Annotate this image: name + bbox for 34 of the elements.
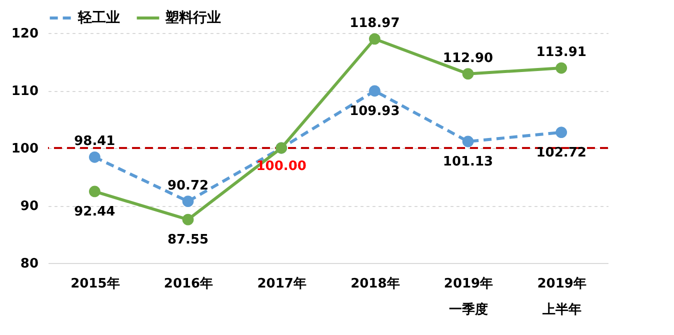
data-label: 102.72: [536, 145, 586, 160]
data-label: 90.72: [167, 178, 209, 194]
point: [368, 33, 380, 45]
data-label: 98.41: [74, 134, 116, 150]
y-tick-label: 120: [11, 26, 38, 42]
y-tick-label: 110: [11, 84, 38, 99]
data-label: 113.91: [536, 45, 586, 60]
x-tick-label: 2017年: [257, 276, 306, 292]
point: [88, 151, 100, 163]
point: [462, 136, 474, 148]
data-label: 87.55: [167, 232, 209, 248]
point: [368, 85, 380, 97]
y-tick-label: 90: [20, 199, 38, 214]
x-tick-label: 2018年: [350, 276, 400, 292]
data-label: 118.97: [350, 16, 400, 31]
data-label: 109.93: [350, 104, 400, 119]
x-tick-label: 2015年: [70, 276, 120, 292]
y-tick-label: 80: [20, 256, 38, 272]
x-tick-label: 2019年一季度: [444, 276, 494, 318]
x-tick-label: 2019年上半年: [537, 276, 586, 318]
point: [182, 196, 194, 208]
point: [88, 186, 100, 198]
data-label: 101.13: [442, 154, 494, 170]
data-label: 92.44: [74, 204, 116, 220]
legend-label: 轻工业: [77, 10, 120, 26]
point: [556, 126, 568, 138]
point: [556, 62, 568, 74]
point: [182, 214, 194, 226]
x-tick-label: 2016年: [164, 276, 214, 292]
point: [462, 68, 474, 80]
y-tick-label: 100: [11, 142, 38, 156]
data-label: 112.90: [442, 50, 494, 66]
annotation: 100.00: [256, 159, 306, 174]
legend-label: 塑料行业: [164, 9, 221, 26]
